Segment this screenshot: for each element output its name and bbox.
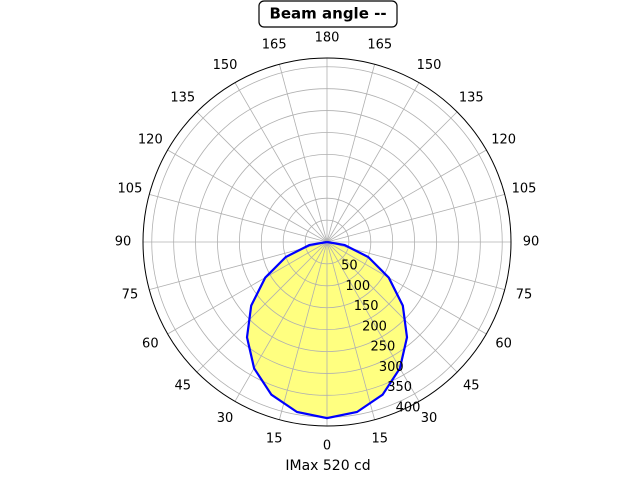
grid-spoke <box>326 149 487 243</box>
r-tick-label: 150 <box>354 299 379 314</box>
grid-spoke <box>326 241 458 373</box>
theta-tick-label: 45 <box>463 379 480 394</box>
theta-tick-label: 90 <box>115 235 132 250</box>
theta-tick-label: 15 <box>372 432 389 447</box>
theta-tick-label: 135 <box>170 90 195 105</box>
grid-spoke <box>278 241 328 420</box>
grid-spoke <box>326 241 376 420</box>
theta-tick-label: 30 <box>217 411 234 426</box>
theta-tick-label: 75 <box>516 287 533 302</box>
r-tick-label: 50 <box>341 259 358 274</box>
r-tick-label: 200 <box>362 319 387 334</box>
grid-spoke <box>326 111 458 243</box>
theta-tick-label: 150 <box>417 58 442 73</box>
theta-tick-label: 165 <box>367 37 392 52</box>
theta-tick-label: 180 <box>315 31 340 46</box>
chart-title: Beam angle -- <box>269 5 386 23</box>
grid-spoke <box>149 193 328 243</box>
title-box <box>258 0 398 28</box>
theta-tick-label: 120 <box>138 133 163 148</box>
r-tick-label: 350 <box>387 380 412 395</box>
r-tick-label: 100 <box>345 279 370 294</box>
r-tick-label: 250 <box>370 340 395 355</box>
theta-tick-label: 30 <box>421 411 438 426</box>
grid-spoke <box>196 241 328 373</box>
theta-tick-label: 120 <box>491 133 516 148</box>
grid-spoke <box>326 241 420 402</box>
grid-spoke <box>234 241 328 402</box>
theta-tick-label: 60 <box>142 337 159 352</box>
theta-tick-label: 135 <box>459 90 484 105</box>
grid-spoke <box>278 64 328 243</box>
x-axis-label: IMax 520 cd <box>285 458 370 474</box>
theta-tick-label: 0 <box>323 439 331 454</box>
outer-ring <box>142 57 512 427</box>
grid-spoke <box>326 64 376 243</box>
grid-spoke <box>326 241 487 335</box>
theta-tick-label: 75 <box>122 287 139 302</box>
grid-spoke <box>196 111 328 243</box>
theta-tick-label: 105 <box>512 182 537 197</box>
theta-tick-label: 45 <box>174 379 191 394</box>
theta-tick-label: 90 <box>523 235 540 250</box>
grid-spoke <box>326 193 505 243</box>
theta-tick-label: 60 <box>495 337 512 352</box>
theta-tick-label: 150 <box>213 58 238 73</box>
curve-line <box>245 240 409 420</box>
theta-tick-label: 105 <box>118 182 143 197</box>
theta-tick-label: 15 <box>266 432 283 447</box>
grid-spoke <box>167 241 328 335</box>
r-tick-label: 300 <box>379 360 404 375</box>
grid-spoke <box>167 149 328 243</box>
grid-spoke <box>326 82 420 243</box>
r-tick-label: 400 <box>396 400 421 415</box>
grid-spoke <box>234 82 328 243</box>
theta-tick-label: 165 <box>262 37 287 52</box>
